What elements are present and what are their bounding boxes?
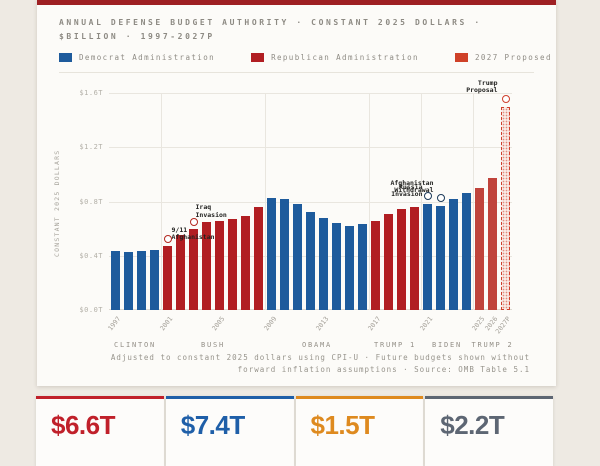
y-tick-label: $0.4T bbox=[79, 251, 103, 260]
administration-label-1: BUSH bbox=[200, 341, 226, 349]
annotation-text-911-afghanistan: 9/11 Afghanistan bbox=[171, 225, 215, 242]
source-footnote: Adjusted to constant 2025 dollars using … bbox=[110, 353, 530, 374]
bar-2001[interactable] bbox=[163, 245, 172, 310]
bar-2006[interactable] bbox=[228, 219, 237, 310]
page: { "header": { "title": "ANNUAL DEFENSE B… bbox=[36, 0, 556, 466]
legend-label: Republican Administration bbox=[271, 53, 419, 62]
legend-item-1: Republican Administration bbox=[251, 53, 419, 62]
chart-legend: Democrat Administration Republican Admini… bbox=[59, 53, 552, 62]
y-tick-label: $1.2T bbox=[79, 143, 103, 152]
bar-2014[interactable] bbox=[332, 222, 341, 310]
bar-2018[interactable] bbox=[384, 214, 393, 310]
legend-swatch-icon bbox=[59, 53, 72, 62]
gridline-vertical bbox=[421, 93, 422, 310]
bar-2003[interactable] bbox=[189, 229, 198, 310]
chart-title: ANNUAL DEFENSE BUDGET AUTHORITY · CONSTA… bbox=[59, 18, 482, 41]
stat-value: $6.6T bbox=[51, 410, 115, 440]
annotation-text-russia-invasion: Russia Invasion bbox=[391, 182, 423, 199]
legend-label: 2027 Proposed bbox=[474, 53, 552, 62]
bar-2020[interactable] bbox=[410, 207, 419, 310]
legend-label: Democrat Administration bbox=[79, 53, 216, 62]
bar-2007[interactable] bbox=[241, 215, 250, 310]
annotation-text-afghanistan-withdrawal: Afghanistan Withdrawal bbox=[390, 178, 434, 195]
stat-card-2: $1.5T bbox=[295, 396, 424, 466]
gridline-horizontal bbox=[109, 93, 512, 94]
annotation-marker-icon bbox=[501, 94, 510, 103]
administration-label-0: CLINTON bbox=[113, 341, 157, 349]
bar-2012[interactable] bbox=[306, 212, 315, 310]
bar-2008[interactable] bbox=[254, 206, 263, 310]
y-tick-label: $0.0T bbox=[79, 306, 103, 314]
plot-area: 1997 2001 2005 2009 2013 2017 2021 2025 2026 2027… bbox=[106, 79, 512, 349]
gridline-horizontal bbox=[109, 147, 512, 149]
bar-2017[interactable] bbox=[371, 220, 380, 310]
administration-label-3: TRUMP 1 bbox=[373, 341, 417, 349]
bar-2013[interactable] bbox=[319, 217, 328, 310]
divider bbox=[59, 72, 534, 73]
administration-label-5: TRUMP 2 bbox=[471, 341, 514, 349]
summary-stats-row: $6.6T $7.4T $1.5T $2.2T bbox=[36, 396, 553, 466]
annotation-marker-icon bbox=[189, 218, 198, 227]
stat-value: $2.2T bbox=[440, 410, 505, 440]
bar-2005[interactable] bbox=[215, 220, 224, 310]
bar-1999[interactable] bbox=[137, 251, 146, 310]
bar-2025[interactable] bbox=[475, 187, 484, 310]
y-tick-label: $1.6T bbox=[79, 89, 103, 97]
bar-1998[interactable] bbox=[124, 251, 133, 310]
legend-item-2: 2027 Proposed bbox=[454, 53, 552, 62]
bar-2021[interactable] bbox=[423, 203, 432, 310]
gridline-vertical bbox=[473, 93, 474, 310]
stat-card-3: $2.2T bbox=[425, 396, 553, 466]
stat-card-0: $6.6T bbox=[36, 396, 164, 466]
gridline-vertical bbox=[369, 93, 370, 310]
annotation-marker-icon bbox=[163, 234, 172, 243]
chart-card: ANNUAL DEFENSE BUDGET AUTHORITY · CONSTA… bbox=[37, 0, 556, 386]
stat-card-1: $7.4T bbox=[165, 396, 294, 466]
annotation-marker-icon bbox=[423, 191, 432, 200]
gridline-horizontal bbox=[109, 201, 512, 203]
bar-2000[interactable] bbox=[150, 250, 159, 310]
annotation-marker-icon bbox=[436, 193, 445, 202]
gridline-vertical bbox=[265, 93, 266, 310]
bar-2002[interactable] bbox=[176, 234, 185, 310]
bar-2004[interactable] bbox=[202, 222, 211, 310]
bar-2027[interactable] bbox=[501, 106, 510, 310]
bar-2015[interactable] bbox=[345, 225, 354, 310]
legend-item-0: Democrat Administration bbox=[59, 53, 215, 62]
bar-2009[interactable] bbox=[267, 198, 276, 310]
y-tick-label: $0.8T bbox=[79, 197, 103, 206]
bar-1997[interactable] bbox=[111, 251, 120, 310]
legend-swatch-icon bbox=[454, 53, 468, 62]
annotation-text-iraq-invasion: Iraq Invasion bbox=[195, 203, 227, 219]
bar-2024[interactable] bbox=[462, 193, 471, 310]
administration-label-4: BIDEN bbox=[431, 341, 463, 349]
bar-2022[interactable] bbox=[436, 205, 445, 310]
bar-2010[interactable] bbox=[280, 199, 289, 310]
bar-2026[interactable] bbox=[488, 177, 497, 310]
stat-value: $1.5T bbox=[310, 410, 375, 440]
administration-label-2: OBAMA bbox=[301, 341, 333, 349]
legend-swatch-icon bbox=[251, 53, 265, 62]
bar-2019[interactable] bbox=[397, 209, 406, 310]
bar-2011[interactable] bbox=[293, 204, 302, 310]
stat-value: $7.4T bbox=[180, 410, 245, 440]
annotation-text-trump-proposal: Trump Proposal bbox=[466, 78, 498, 95]
gridline-vertical bbox=[161, 93, 162, 310]
bar-2023[interactable] bbox=[449, 199, 458, 310]
bar-2016[interactable] bbox=[358, 224, 367, 310]
